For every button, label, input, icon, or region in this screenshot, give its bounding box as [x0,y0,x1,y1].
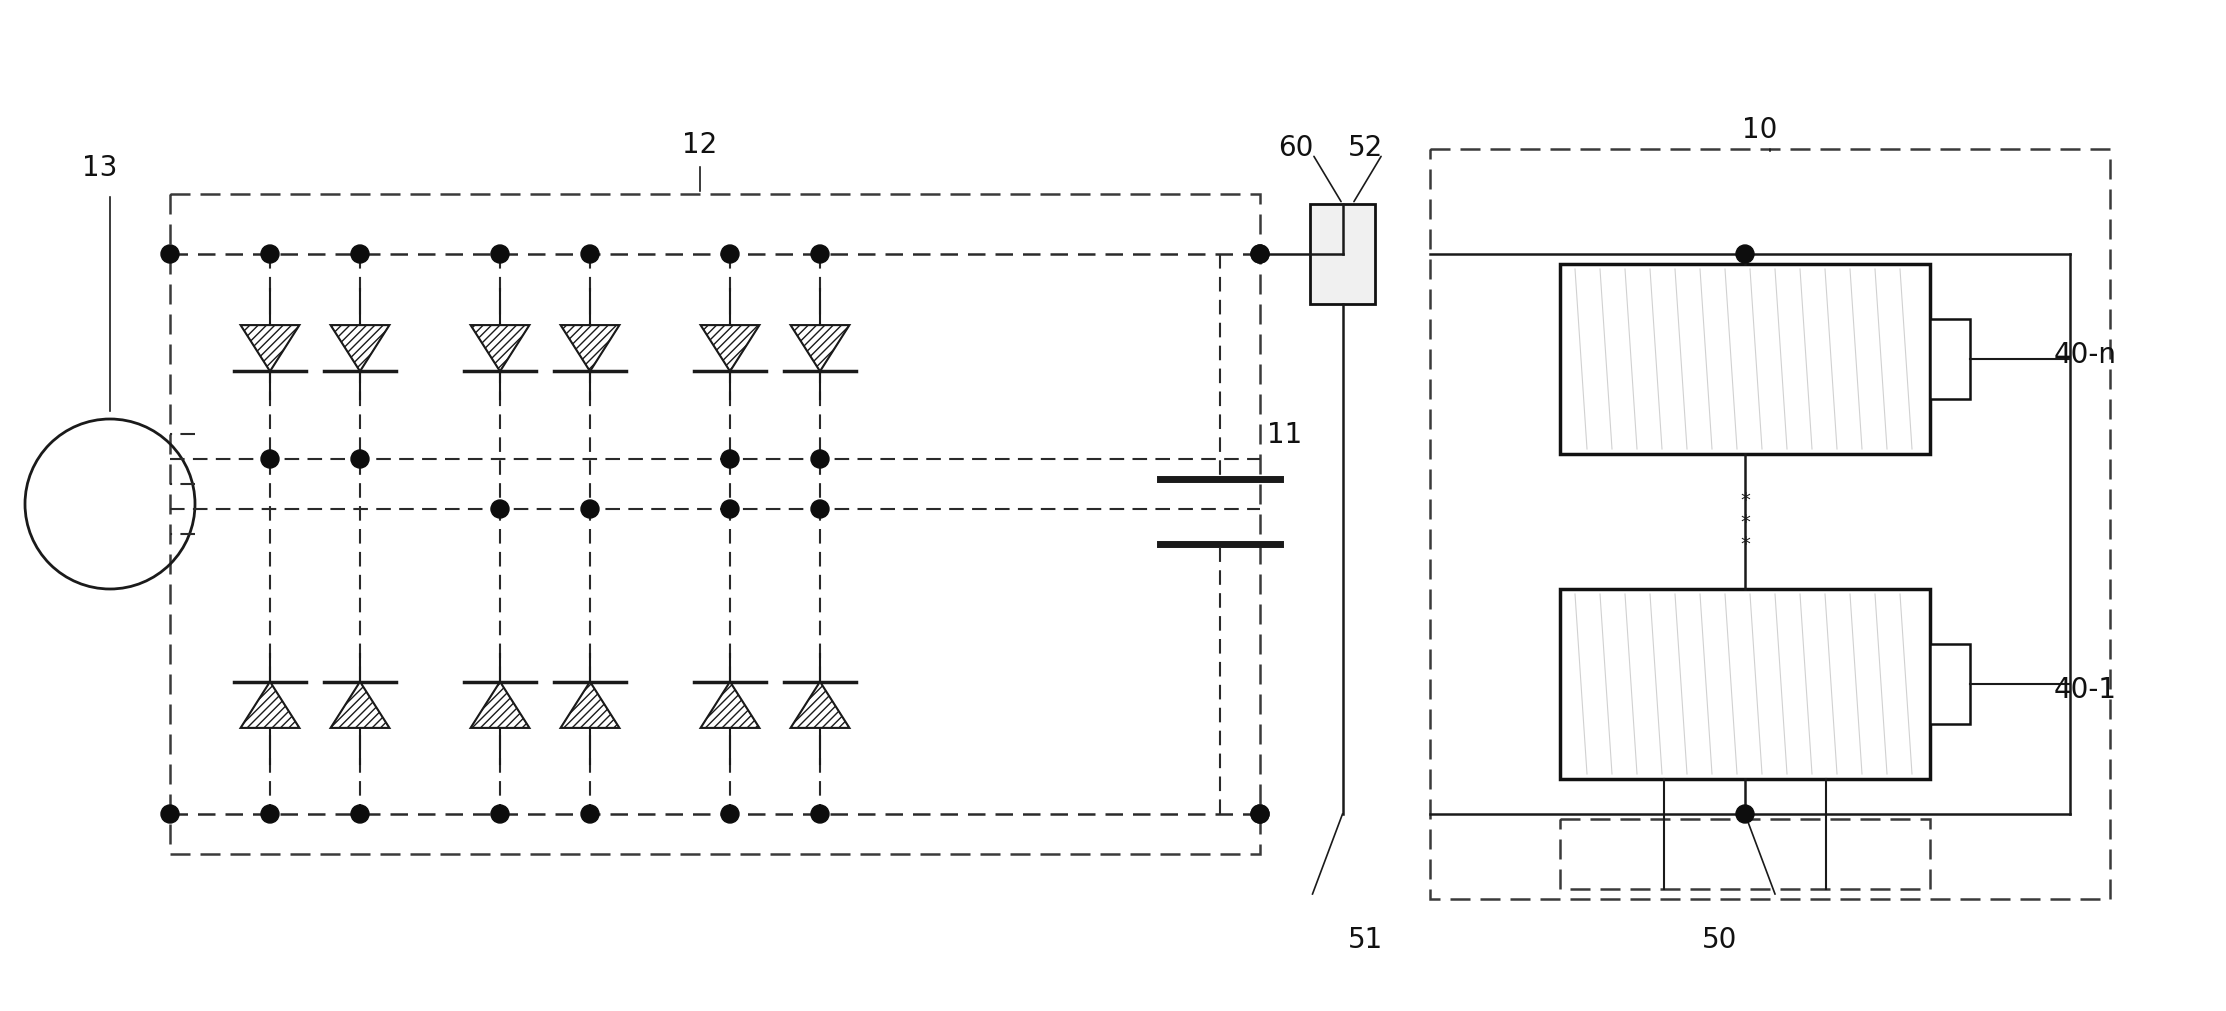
Circle shape [810,500,828,519]
Circle shape [810,451,828,468]
Bar [1930,319,1970,399]
Text: 11: 11 [1267,421,1302,449]
Polygon shape [470,682,530,728]
Polygon shape [470,326,530,372]
Circle shape [260,451,278,468]
Polygon shape [701,326,759,372]
Circle shape [810,805,828,823]
Polygon shape [701,682,759,728]
Circle shape [352,246,370,264]
Circle shape [160,246,178,264]
Circle shape [260,805,278,823]
Polygon shape [790,326,850,372]
Text: 10: 10 [1743,116,1779,144]
Text: 50: 50 [1703,925,1739,953]
Text: 40-1: 40-1 [2055,675,2117,704]
Circle shape [581,805,599,823]
Text: 51: 51 [1347,925,1382,953]
Text: 52: 52 [1347,133,1382,162]
Circle shape [581,246,599,264]
Circle shape [492,805,510,823]
Bar [1930,644,1970,724]
Text: 40-n: 40-n [2055,341,2117,369]
Circle shape [1736,805,1754,823]
Circle shape [721,805,739,823]
Bar [169,195,1260,854]
Circle shape [1251,246,1269,264]
Circle shape [721,451,739,468]
Circle shape [721,500,739,519]
Text: 12: 12 [683,130,717,159]
Circle shape [352,805,370,823]
Circle shape [581,500,599,519]
Circle shape [1251,805,1269,823]
Circle shape [1251,805,1269,823]
Polygon shape [240,682,301,728]
Text: 60: 60 [1278,133,1313,162]
Polygon shape [332,682,390,728]
Polygon shape [561,326,619,372]
Circle shape [492,246,510,264]
Bar [1560,265,1930,455]
Circle shape [1251,246,1269,264]
Text: 13: 13 [82,154,118,182]
Circle shape [260,246,278,264]
Polygon shape [332,326,390,372]
Bar [1309,205,1376,304]
Circle shape [160,805,178,823]
Bar [1429,150,2110,899]
Circle shape [721,246,739,264]
Bar [1560,819,1930,889]
Circle shape [1736,246,1754,264]
Bar [1560,589,1930,779]
Polygon shape [790,682,850,728]
Polygon shape [240,326,301,372]
Text: *
*
*: * * * [1741,490,1750,553]
Polygon shape [561,682,619,728]
Circle shape [810,246,828,264]
Circle shape [492,500,510,519]
Circle shape [352,451,370,468]
